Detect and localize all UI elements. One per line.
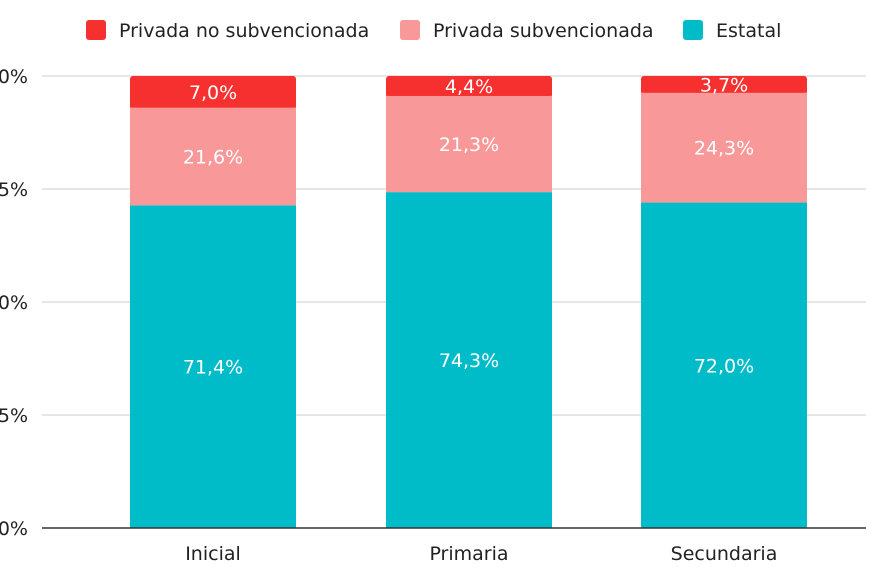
y-tick-label: 25% xyxy=(0,405,28,427)
x-tick-label: Secundaria xyxy=(671,543,778,565)
bar-segment xyxy=(386,95,552,193)
bar-segment xyxy=(641,92,807,203)
legend-label: Privada no subvencionada xyxy=(119,20,369,42)
x-axis-ticks: Inicial Primaria Secundaria xyxy=(185,543,777,565)
legend-label: Privada subvencionada xyxy=(433,20,654,42)
bar-segment xyxy=(130,107,296,206)
data-label: 71,4% xyxy=(183,357,243,379)
y-tick-label: 100% xyxy=(0,66,28,88)
data-label: 24,3% xyxy=(694,138,754,160)
y-tick-label: 0% xyxy=(0,518,28,540)
bar-segment-fill xyxy=(130,80,296,108)
bar-segment xyxy=(130,205,296,528)
legend-swatch xyxy=(683,20,703,40)
data-label: 21,6% xyxy=(183,146,243,168)
y-tick-label: 50% xyxy=(0,292,28,314)
bar-segment xyxy=(641,202,807,528)
data-label: 72,0% xyxy=(694,355,754,377)
data-label: 4,4% xyxy=(445,76,493,98)
y-axis-ticks: 0% 25% 50% 75% 100% xyxy=(0,66,28,540)
legend: Privada no subvencionada Privada subvenci… xyxy=(86,20,781,42)
x-tick-label: Primaria xyxy=(429,543,508,565)
legend-swatch xyxy=(400,20,420,40)
legend-label: Estatal xyxy=(716,20,781,42)
x-tick-label: Inicial xyxy=(185,543,241,565)
bar-segment-fill xyxy=(386,80,552,96)
bar-segment-fill xyxy=(641,80,807,93)
data-label: 74,3% xyxy=(439,350,499,372)
data-label: 3,7% xyxy=(700,74,748,96)
bars: 71,4% 21,6% 7,0% 74,3% 21,3% 4,4% 72,0% 24,3% 3,… xyxy=(130,74,807,528)
bar-segment xyxy=(386,192,552,528)
data-label: 21,3% xyxy=(439,134,499,156)
legend-swatch xyxy=(86,20,106,40)
y-tick-label: 75% xyxy=(0,179,28,201)
data-label: 7,0% xyxy=(189,82,237,104)
